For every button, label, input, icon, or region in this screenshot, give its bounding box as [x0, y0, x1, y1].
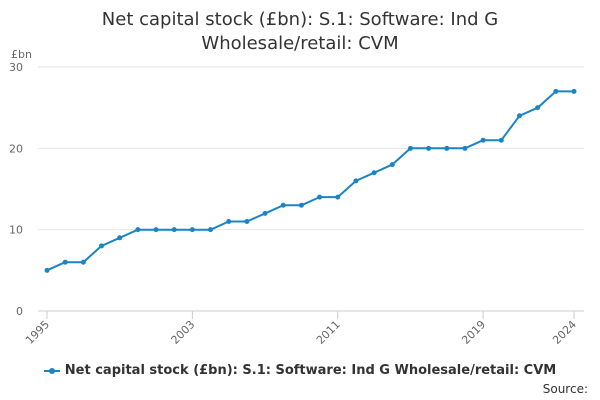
data-point-2014: [389, 162, 395, 168]
y-axis-label: £bn: [11, 48, 32, 61]
data-point-2018: [462, 145, 468, 151]
x-tick-label-2003: 2003: [169, 318, 198, 347]
data-point-2008: [280, 202, 286, 208]
data-point-2004: [208, 227, 214, 233]
data-point-2023: [553, 88, 559, 94]
data-point-2022: [535, 105, 541, 111]
data-point-2015: [407, 145, 413, 151]
data-point-2019: [480, 137, 486, 143]
chart-title-line-2: Wholesale/retail: CVM: [201, 33, 399, 54]
data-point-2000: [135, 227, 141, 233]
data-point-2016: [426, 145, 432, 151]
data-point-2001: [153, 227, 159, 233]
data-point-2005: [226, 219, 232, 225]
data-point-2024: [571, 88, 577, 94]
x-tick-label-2019: 2019: [459, 318, 488, 347]
legend-dot-swatch: [48, 367, 55, 374]
y-tick-label-0: 0: [16, 305, 23, 318]
data-point-2007: [262, 210, 268, 216]
x-tick-label-2024: 2024: [550, 318, 579, 347]
data-point-2002: [171, 227, 177, 233]
legend-series-label: Net capital stock (£bn): S.1: Software: …: [64, 363, 557, 378]
data-point-1996: [62, 259, 68, 265]
legend-series-marker: [43, 366, 60, 376]
source-label: Source:: [542, 382, 588, 396]
y-tick-label-10: 10: [9, 224, 23, 237]
chart-legend[interactable]: Net capital stock (£bn): S.1: Software: …: [0, 363, 600, 378]
data-point-2006: [244, 219, 250, 225]
data-point-2012: [353, 178, 359, 184]
data-point-2011: [335, 194, 341, 200]
y-tick-label-30: 30: [9, 61, 23, 74]
data-point-2020: [498, 137, 504, 143]
data-point-2013: [371, 170, 377, 176]
data-point-1995: [44, 267, 50, 273]
data-point-2009: [298, 202, 304, 208]
y-tick-label-20: 20: [9, 142, 23, 155]
series-line: [46, 90, 575, 272]
data-point-2003: [189, 227, 195, 233]
chart-title-line-1: Net capital stock (£bn): S.1: Software: …: [101, 9, 499, 30]
data-point-1998: [99, 243, 105, 249]
data-point-2010: [317, 194, 323, 200]
data-point-1997: [80, 259, 86, 265]
data-point-2017: [444, 145, 450, 151]
chart-title: Net capital stock (£bn): S.1: Software: …: [0, 8, 600, 56]
data-point-2021: [516, 113, 522, 119]
x-tick-label-1995: 1995: [23, 318, 52, 347]
x-tick-label-2011: 2011: [314, 318, 343, 347]
data-point-1999: [117, 235, 123, 241]
